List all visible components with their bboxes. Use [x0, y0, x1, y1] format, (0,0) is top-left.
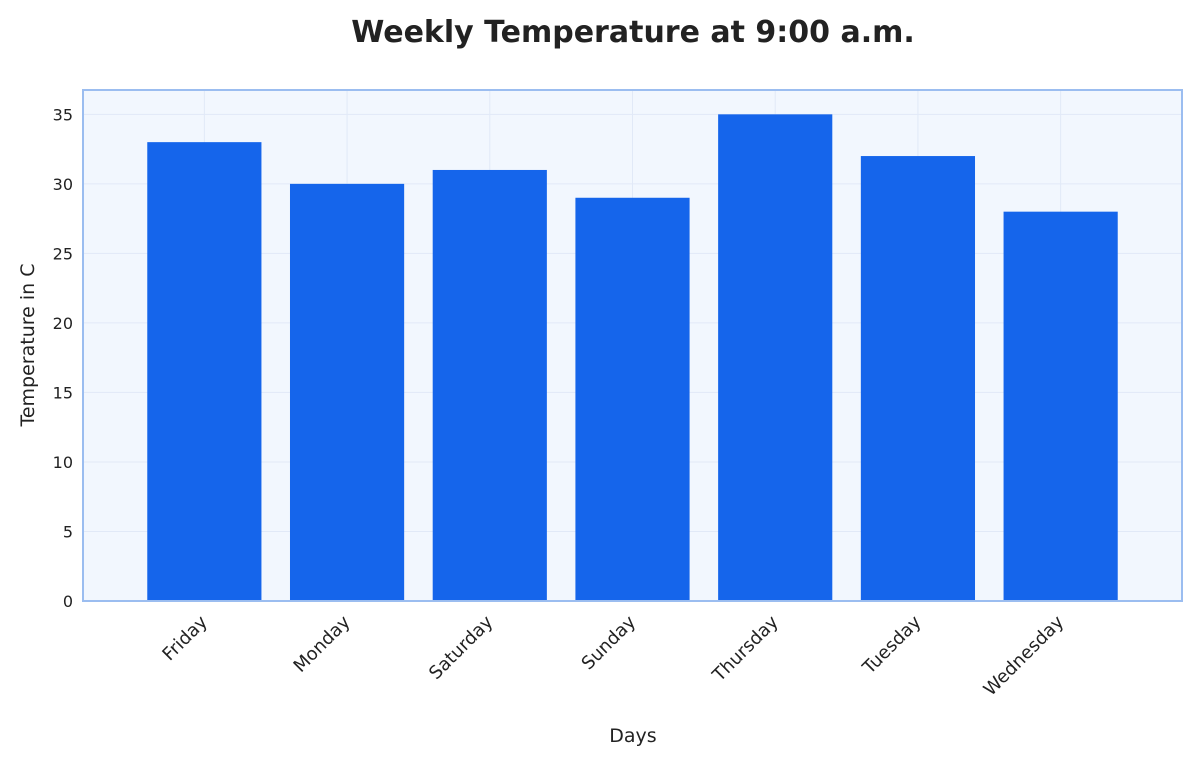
y-tick-label: 15 [53, 383, 73, 402]
bar-wednesday [1003, 211, 1118, 601]
bar-tuesday [860, 156, 976, 602]
x-tick-label: Tuesday [858, 611, 926, 679]
x-tick-label: Saturday [425, 611, 497, 683]
x-tick-label: Thursday [708, 611, 783, 686]
y-axis-label: Temperature in C [17, 263, 39, 427]
y-tick-label: 30 [53, 175, 73, 194]
x-tick-label: Sunday [578, 611, 641, 674]
plot-border [82, 89, 1183, 602]
y-tick-label: 25 [53, 244, 73, 263]
bar-saturday [432, 169, 547, 601]
y-tick-label: 10 [53, 453, 73, 472]
x-tick-label: Monday [290, 611, 355, 676]
bar-sunday [575, 197, 690, 601]
bar-thursday [718, 114, 833, 601]
y-axis-ticks: 0 5 10 15 20 25 30 35 [53, 105, 73, 611]
bar-monday [289, 183, 405, 601]
x-tick-label: Friday [158, 611, 212, 665]
y-tick-label: 5 [63, 522, 73, 541]
x-axis-ticks: Friday Monday Saturday Sunday Thursday Tuesda… [158, 611, 1068, 700]
chart-title: Weekly Temperature at 9:00 a.m. [351, 15, 915, 50]
y-tick-label: 35 [53, 105, 73, 124]
bar-friday [147, 142, 262, 601]
x-tick-label: Wednesday [980, 611, 1069, 700]
y-tick-label: 20 [53, 314, 73, 333]
x-axis-label: Days [609, 725, 656, 747]
bars [147, 114, 1118, 602]
y-tick-label: 0 [63, 592, 73, 611]
